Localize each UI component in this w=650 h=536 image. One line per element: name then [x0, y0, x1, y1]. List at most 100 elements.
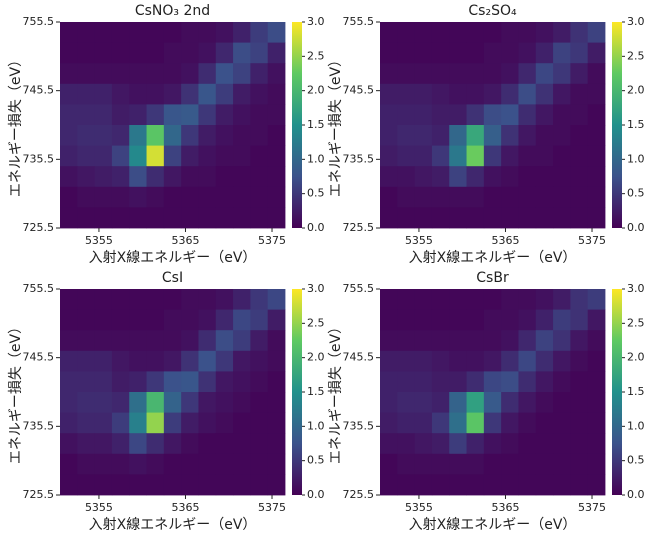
y-tick-label: 745.5: [23, 351, 55, 364]
heatmap-cell: [570, 350, 589, 372]
heatmap-cell: [466, 289, 485, 310]
heatmap-cell: [535, 22, 554, 43]
heatmap-cell: [518, 63, 537, 85]
heatmap-cell: [181, 42, 199, 64]
heatmap-cell: [380, 125, 398, 146]
heatmap-cell: [380, 330, 398, 352]
colorbar-tick-label: 0.5: [627, 454, 645, 467]
heatmap-cell: [77, 412, 96, 434]
heatmap-cell: [501, 350, 519, 372]
heatmap-cell: [553, 330, 571, 352]
heatmap-cell: [111, 371, 130, 393]
heatmap-cell: [483, 22, 502, 43]
heatmap-cell: [518, 330, 537, 352]
heatmap-cell: [414, 309, 433, 331]
heatmap-cell: [163, 207, 182, 229]
heatmap-cell: [146, 207, 165, 229]
heatmap-cell: [60, 474, 78, 496]
heatmap-cell: [587, 186, 606, 208]
heatmap-cell: [250, 166, 269, 188]
heatmap-cell: [570, 289, 589, 310]
heatmap-cell: [414, 104, 433, 126]
heatmap-cell: [587, 63, 606, 85]
heatmap-cell: [181, 289, 199, 310]
heatmap-cell: [483, 63, 502, 85]
chart-title: Cs₂SO₄: [468, 3, 517, 19]
heatmap-cell: [163, 83, 182, 105]
heatmap-cell: [250, 330, 269, 352]
heatmap-cell: [267, 433, 286, 455]
heatmap-cell: [501, 104, 519, 126]
heatmap-cell: [466, 474, 485, 496]
heatmap-cell: [553, 63, 571, 85]
heatmap-cell: [94, 433, 113, 455]
heatmap-cell: [129, 412, 147, 434]
heatmap-cell: [431, 392, 450, 413]
heatmap-cell: [250, 207, 269, 229]
heatmap-cell: [535, 392, 554, 413]
heatmap-cell: [181, 371, 199, 393]
heatmap-cell: [483, 371, 502, 393]
heatmap-cell: [449, 207, 467, 229]
heatmap-cell: [449, 186, 467, 208]
heatmap-cell: [397, 125, 416, 146]
heatmap-cell: [129, 166, 147, 188]
y-tick-label: 745.5: [343, 351, 375, 364]
colorbar-tick-label: 0.5: [307, 187, 325, 200]
heatmap-cell: [570, 42, 589, 64]
y-tick-label: 735.5: [343, 152, 375, 165]
heatmap-cell: [250, 433, 269, 455]
heatmap-cell: [181, 309, 199, 331]
heatmap-cell: [233, 63, 251, 85]
heatmap-cell: [77, 207, 96, 229]
heatmap-cell: [587, 412, 606, 434]
heatmap-cell: [181, 433, 199, 455]
heatmap-cell: [94, 207, 113, 229]
heatmap-cell: [250, 309, 269, 331]
heatmap-cell: [60, 207, 78, 229]
heatmap-cell: [181, 104, 199, 126]
heatmap-cell: [129, 83, 147, 105]
heatmap-cell: [380, 392, 398, 413]
heatmap-cell: [587, 350, 606, 372]
heatmap-cell: [129, 433, 147, 455]
colorbar-tick-label: 0.0: [307, 488, 325, 501]
heatmap-cell: [198, 145, 217, 167]
heatmap-cell: [466, 330, 485, 352]
heatmap-cell: [587, 22, 606, 43]
heatmap-cell: [215, 309, 234, 331]
heatmap-cell: [163, 392, 182, 413]
heatmap-cell: [466, 433, 485, 455]
heatmap-cell: [146, 474, 165, 496]
heatmap-cell: [267, 392, 286, 413]
x-tick-label: 5375: [578, 501, 606, 514]
heatmap-cell: [267, 330, 286, 352]
x-tick-label: 5365: [491, 234, 519, 247]
heatmap-cell: [94, 289, 113, 310]
colorbar-tick-label: 1.0: [307, 152, 325, 165]
heatmap-cell: [181, 350, 199, 372]
heatmap-cell: [570, 330, 589, 352]
heatmap-cell: [501, 125, 519, 146]
heatmap-cell: [163, 22, 182, 43]
heatmap-cell: [215, 289, 234, 310]
heatmap-cell: [233, 145, 251, 167]
heatmap-cell: [501, 145, 519, 167]
heatmap-cell: [535, 330, 554, 352]
heatmap-cell: [146, 63, 165, 85]
heatmap-cell: [449, 125, 467, 146]
heatmap-cell: [518, 412, 537, 434]
heatmap-cell: [250, 104, 269, 126]
heatmap-cell: [181, 22, 199, 43]
heatmap-cell: [535, 350, 554, 372]
heatmap-cell: [215, 350, 234, 372]
heatmap-cell: [431, 207, 450, 229]
heatmap-cell: [60, 433, 78, 455]
heatmap-cell: [267, 474, 286, 496]
heatmap-cell: [215, 83, 234, 105]
heatmap-cell: [553, 125, 571, 146]
heatmap-cell: [431, 104, 450, 126]
heatmap-cell: [466, 186, 485, 208]
heatmap-cell: [215, 104, 234, 126]
heatmap-cell: [60, 83, 78, 105]
